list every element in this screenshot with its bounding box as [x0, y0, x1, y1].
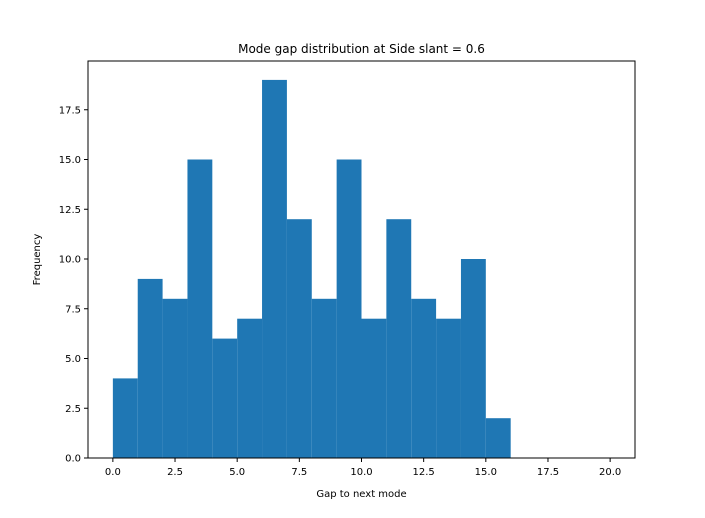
histogram-bar — [187, 159, 213, 458]
histogram-bar — [286, 219, 312, 458]
x-axis-label: Gap to next mode — [316, 489, 406, 500]
chart-title: Mode gap distribution at Side slant = 0.… — [238, 42, 485, 56]
y-axis-ticks: 0.0 2.5 5.0 7.5 10.0 12.5 15.0 17.5 — [59, 105, 88, 465]
x-tick-label: 10.0 — [350, 467, 372, 478]
histogram-bar — [137, 278, 163, 458]
histogram-bar — [237, 318, 263, 458]
histogram-bar — [436, 318, 461, 458]
plot-frame — [87, 60, 636, 459]
y-tick-label: 0.0 — [65, 454, 81, 465]
x-tick-label: 12.5 — [413, 467, 435, 478]
x-axis-ticks: 0.0 2.5 5.0 7.5 10.0 12.5 15.0 17.5 20.0 — [105, 458, 621, 478]
y-tick-label: 7.5 — [65, 304, 81, 315]
x-tick-label: 0.0 — [105, 467, 121, 478]
histogram-bar — [336, 159, 362, 458]
histogram-bar — [361, 318, 387, 458]
y-tick-label: 15.0 — [59, 155, 81, 166]
x-tick-label: 15.0 — [475, 467, 497, 478]
histogram-bar — [162, 298, 188, 458]
y-tick-label: 2.5 — [65, 404, 81, 415]
x-tick-label: 7.5 — [291, 467, 307, 478]
y-tick-label: 17.5 — [59, 105, 81, 116]
x-tick-label: 5.0 — [229, 467, 245, 478]
y-tick-label: 5.0 — [65, 354, 81, 365]
histogram-bar — [460, 259, 486, 458]
y-tick-label: 10.0 — [59, 255, 81, 266]
histogram-bar — [212, 338, 238, 458]
histogram-bar — [411, 298, 437, 458]
y-axis-label: Frequency — [32, 234, 43, 286]
x-tick-label: 2.5 — [167, 467, 183, 478]
histogram-bar — [386, 219, 412, 458]
histogram-bar — [311, 298, 337, 458]
x-tick-label: 17.5 — [537, 467, 559, 478]
histogram-bar — [485, 418, 511, 458]
bars-group — [112, 79, 511, 459]
histogram-bar — [262, 79, 287, 459]
histogram-bar — [112, 378, 138, 458]
y-tick-label: 12.5 — [59, 205, 81, 216]
x-tick-label: 20.0 — [599, 467, 621, 478]
